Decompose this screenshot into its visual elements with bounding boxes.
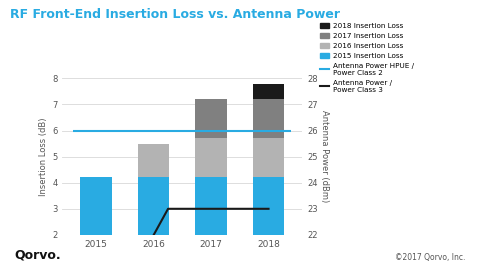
Legend: 2018 Insertion Loss, 2017 Insertion Loss, 2016 Insertion Loss, 2015 Insertion Lo: 2018 Insertion Loss, 2017 Insertion Loss…	[321, 22, 414, 93]
Bar	[81, 177, 112, 270]
Bar	[195, 177, 227, 270]
Text: ©2017 Qorvo, Inc.: ©2017 Qorvo, Inc.	[395, 253, 466, 262]
Bar	[253, 83, 284, 99]
Bar	[138, 177, 169, 270]
Bar	[253, 99, 284, 138]
Text: Qorvo.: Qorvo.	[14, 249, 61, 262]
Y-axis label: Antenna Power (dBm): Antenna Power (dBm)	[320, 110, 329, 203]
Bar	[253, 177, 284, 270]
Text: RF Front-End Insertion Loss vs. Antenna Power: RF Front-End Insertion Loss vs. Antenna …	[10, 8, 340, 21]
Bar	[253, 138, 284, 177]
Bar	[138, 144, 169, 177]
Bar	[195, 99, 227, 138]
Y-axis label: Insertion Loss (dB): Insertion Loss (dB)	[39, 117, 48, 196]
Bar	[195, 138, 227, 177]
